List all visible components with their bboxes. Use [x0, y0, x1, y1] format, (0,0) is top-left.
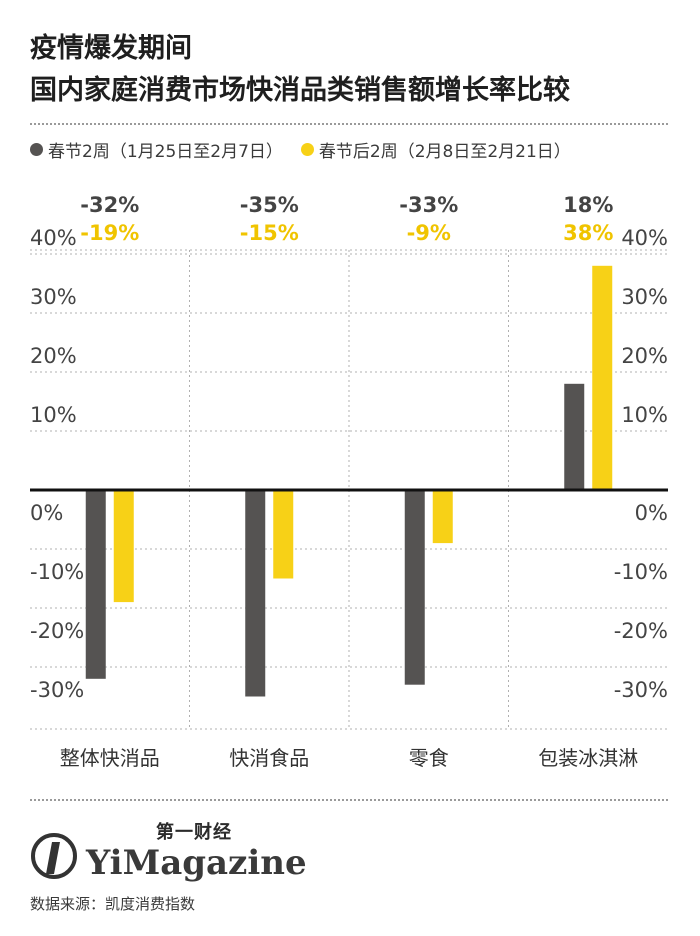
y-tick-label-left: -10%	[30, 560, 84, 584]
logo: 第一财经 YiMagazine	[30, 818, 307, 882]
logo-english-name: YiMagazine	[86, 843, 307, 883]
legend-label-series-1: 春节2周（1月25日至2月7日）	[48, 141, 283, 162]
y-tick-label-right: 10%	[621, 403, 668, 427]
bar-chart: 40% 40% 30% 30% 20% 20% 10% 10% 0% 0% -10% -10% -20%…	[30, 193, 668, 770]
y-tick-label-left: -20%	[30, 619, 84, 643]
data-label-1-4: 18%	[563, 193, 613, 217]
bar-1-4	[564, 383, 585, 490]
legend: 春节2周（1月25日至2月7日） 春节后2周（2月8日至2月21日）	[30, 135, 589, 163]
bar-1-3	[404, 490, 425, 685]
category-label-1: 整体快消品	[60, 746, 160, 770]
chart-title: 疫情爆发期间 国内家庭消费市场快消品类销售额增长率比较	[30, 28, 570, 112]
bar-2-2	[273, 490, 294, 579]
data-label-1-1: -32%	[80, 193, 139, 217]
title-divider	[30, 123, 668, 125]
data-label-2-3: -9%	[407, 221, 451, 245]
data-label-2-2: -15%	[240, 221, 299, 245]
legend-swatch-dark	[30, 142, 43, 156]
y-tick-label-right: 0%	[635, 501, 668, 525]
bar-1-2	[245, 490, 266, 697]
y-tick-label-right: 20%	[621, 344, 668, 368]
y-tick-label-right: -10%	[614, 560, 668, 584]
data-label-1-2: -35%	[240, 193, 299, 217]
category-label-3: 零食	[409, 746, 449, 770]
title-line-2: 国内家庭消费市场快消品类销售额增长率比较	[30, 75, 570, 106]
y-tick-label-left: 10%	[30, 403, 77, 427]
data-label-2-1: -19%	[80, 221, 139, 245]
data-label-2-4: 38%	[563, 221, 613, 245]
footer-divider	[30, 799, 668, 801]
legend-label-series-2: 春节后2周（2月8日至2月21日）	[318, 141, 571, 162]
y-tick-label-left: 20%	[30, 344, 77, 368]
y-tick-label-left: -30%	[30, 678, 84, 702]
bar-2-1	[113, 490, 134, 603]
y-tick-label-left: 40%	[30, 226, 77, 250]
y-tick-label-right: -30%	[614, 678, 668, 702]
legend-item-series-1: 春节2周（1月25日至2月7日）	[30, 137, 283, 162]
bar-2-4	[592, 265, 613, 490]
logo-chinese-name: 第一财经	[156, 822, 232, 843]
y-tick-label-right: 40%	[621, 226, 668, 250]
y-tick-label-right: 30%	[621, 285, 668, 309]
data-label-1-3: -33%	[399, 193, 458, 217]
data-source: 数据来源：凯度消费指数	[30, 895, 196, 913]
bar-1-1	[85, 490, 106, 679]
legend-item-series-2: 春节后2周（2月8日至2月21日）	[300, 137, 571, 162]
title-line-1: 疫情爆发期间	[30, 33, 192, 64]
y-tick-label-left: 0%	[30, 501, 63, 525]
logo-mark-icon	[31, 833, 77, 879]
y-tick-label-right: -20%	[614, 619, 668, 643]
category-label-2: 快消食品	[229, 746, 309, 770]
legend-swatch-yellow	[300, 142, 314, 156]
category-label-4: 包装冰淇淋	[538, 746, 638, 770]
y-tick-label-left: 30%	[30, 285, 77, 309]
bar-2-3	[432, 490, 453, 544]
